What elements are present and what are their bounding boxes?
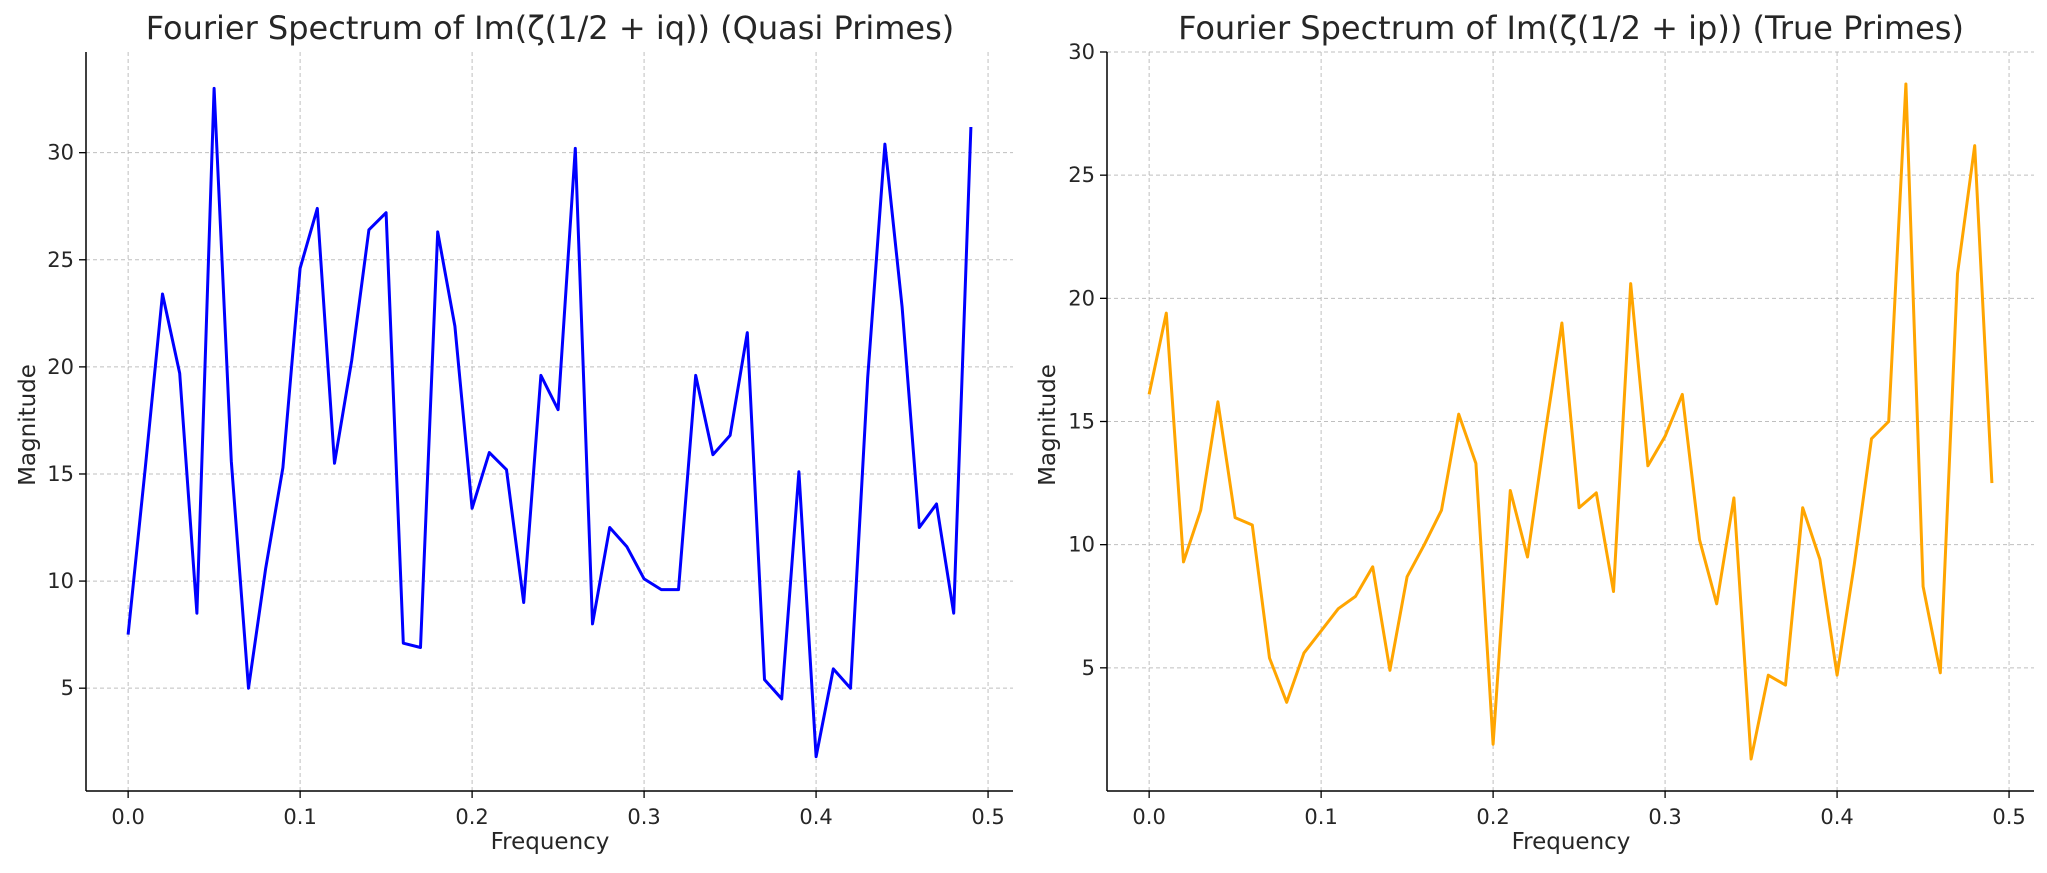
chart-title: Fourier Spectrum of Im(ζ(1/2 + ip)) (Tru…: [1178, 9, 1964, 47]
series-line: [126, 86, 973, 759]
y-tick-label: 10: [47, 569, 74, 593]
x-tick-label: 0.3: [1648, 805, 1681, 829]
y-tick-label: 25: [47, 248, 74, 272]
x-tick-label: 0.4: [1820, 805, 1853, 829]
y-tick-label: 30: [47, 141, 74, 165]
x-tick-label: 0.5: [971, 805, 1004, 829]
x-tick-label: 0.1: [1304, 805, 1337, 829]
x-tick-label: 0.3: [627, 805, 660, 829]
series-line: [1147, 82, 1994, 761]
chart-left: Fourier Spectrum of Im(ζ(1/2 + iq)) (Qua…: [15, 9, 1013, 855]
x-tick-label: 0.4: [799, 805, 832, 829]
x-axis-label: Frequency: [1512, 829, 1631, 855]
y-tick-label: 20: [47, 355, 74, 379]
y-tick-label: 15: [47, 462, 74, 486]
x-tick-label: 0.5: [1992, 805, 2025, 829]
y-axis-label: Magnitude: [1035, 364, 1061, 486]
chart-title: Fourier Spectrum of Im(ζ(1/2 + iq)) (Qua…: [146, 9, 955, 47]
y-axis-label: Magnitude: [15, 364, 41, 486]
y-tick-label: 15: [1068, 410, 1095, 434]
x-tick-label: 0.2: [1476, 805, 1509, 829]
y-tick-label: 30: [1068, 40, 1095, 64]
x-tick-label: 0.0: [111, 805, 144, 829]
x-tick-label: 0.1: [283, 805, 316, 829]
x-tick-label: 0.2: [455, 805, 488, 829]
y-tick-label: 10: [1068, 533, 1095, 557]
x-tick-label: 0.0: [1132, 805, 1165, 829]
y-tick-label: 20: [1068, 286, 1095, 310]
y-tick-label: 5: [1082, 656, 1095, 680]
y-tick-label: 5: [61, 676, 74, 700]
chart-right: Fourier Spectrum of Im(ζ(1/2 + ip)) (Tru…: [1035, 9, 2034, 855]
x-axis-label: Frequency: [491, 829, 610, 855]
y-tick-label: 25: [1068, 163, 1095, 187]
